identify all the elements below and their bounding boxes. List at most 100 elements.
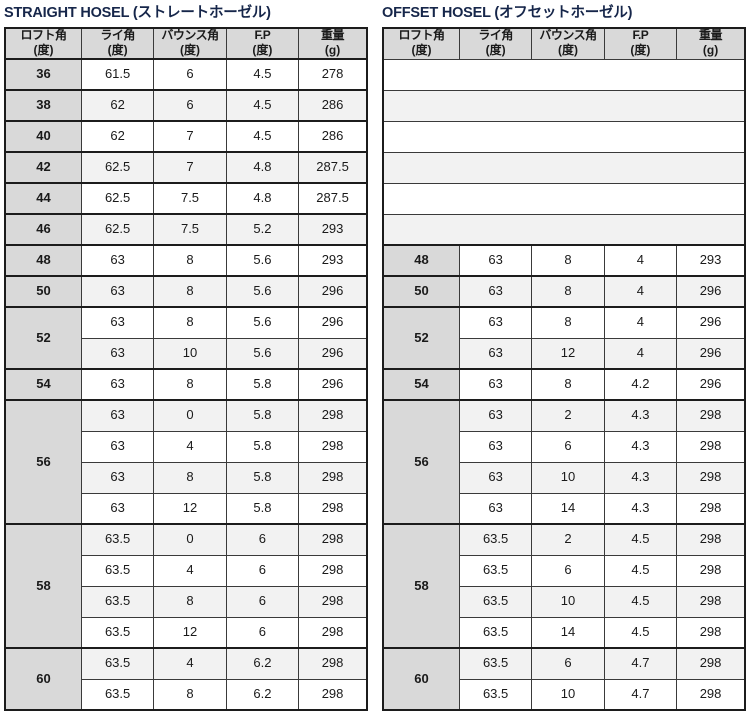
table-row: 58 63.5 2 4.5 298 — [382, 523, 746, 649]
weight-cell: 296 — [298, 306, 368, 339]
bounce-angle-cell: 10 — [531, 461, 605, 494]
bounce-angle-cell: 8 — [153, 244, 227, 277]
fp-cell: 5.8 — [225, 461, 300, 494]
weight-cell: 296 — [298, 337, 368, 370]
panel-title-offset-hosel: OFFSET HOSEL (オフセットホーゼル) — [382, 5, 633, 21]
lie-angle-cell: 63 — [80, 244, 155, 277]
bounce-angle-cell: 8 — [153, 368, 227, 401]
weight-cell: 293 — [676, 244, 746, 277]
lie-angle-cell: 63 — [458, 461, 533, 494]
table-row: 52 63 8 5.6 296 — [4, 306, 368, 370]
table-row: 63 12 5.8 298 — [5, 492, 368, 525]
loft-angle-cell: 48 — [382, 244, 460, 277]
fp-cell: 4.2 — [603, 368, 678, 401]
weight-cell: 298 — [676, 678, 746, 711]
bounce-angle-cell: 10 — [153, 337, 227, 370]
weight-cell: 296 — [676, 306, 746, 339]
loft-angle-cell: 44 — [4, 182, 82, 215]
loft-angle-cell: 50 — [382, 275, 460, 308]
weight-cell: 293 — [298, 213, 368, 246]
bounce-angle-cell: 6 — [531, 647, 605, 680]
lie-angle-cell: 63.5 — [80, 554, 155, 587]
bounce-angle-cell: 10 — [531, 678, 605, 711]
table-row: 63 6 4.3 298 — [383, 430, 746, 463]
panel-title-straight-hosel: STRAIGHT HOSEL (ストレートホーゼル) — [4, 5, 271, 21]
fp-cell: 4.8 — [225, 182, 300, 215]
bounce-angle-cell: 0 — [153, 523, 227, 556]
lie-angle-cell: 63.5 — [80, 585, 155, 618]
table-header: ロフト角 (度) ライ角 (度) バウンス角 (度) F.P (度) — [382, 27, 746, 60]
fp-cell: 4 — [603, 275, 678, 308]
loft-angle-cell: 60 — [382, 647, 460, 711]
lie-angle-cell: 63 — [80, 461, 155, 494]
table-row: 46 62.5 7.5 5.2 293 — [4, 213, 368, 246]
bounce-angle-cell: 7 — [153, 120, 227, 153]
table-body: 48 63 8 4 293 50 63 8 4 296 52 63 8 4 296 63 12 4 296 54 63 8… — [382, 58, 746, 711]
bounce-angle-cell: 8 — [153, 585, 227, 618]
table-row: 36 61.5 6 4.5 278 — [4, 58, 368, 91]
table-row: 48 63 8 4 293 — [382, 244, 746, 277]
weight-cell: 296 — [298, 368, 368, 401]
weight-cell: 296 — [676, 337, 746, 370]
fp-cell: 5.2 — [225, 213, 300, 246]
column-header-loft: ロフト角 (度) — [382, 27, 460, 60]
table-row: 56 63 2 4.3 298 — [382, 399, 746, 525]
lie-angle-cell: 63 — [458, 244, 533, 277]
weight-cell: 286 — [298, 120, 368, 153]
weight-cell: 298 — [676, 585, 746, 618]
weight-cell: 298 — [298, 678, 368, 711]
fp-cell: 4.5 — [225, 89, 300, 122]
loft-angle-cell: 52 — [4, 306, 82, 370]
table-row: 63 12 4 296 — [383, 337, 746, 370]
table-row: 56 63 0 5.8 298 — [4, 399, 368, 525]
bounce-angle-cell: 14 — [531, 616, 605, 649]
lie-angle-cell: 62 — [80, 89, 155, 122]
bounce-angle-cell: 8 — [531, 368, 605, 401]
column-header-fp: F.P (度) — [225, 27, 300, 60]
fp-cell: 4.5 — [225, 58, 300, 91]
weight-cell: 293 — [298, 244, 368, 277]
table-row: 60 63.5 4 6.2 298 — [4, 647, 368, 711]
fp-cell: 6.2 — [225, 678, 300, 711]
lie-angle-cell: 62 — [80, 120, 155, 153]
header-row: ロフト角 (度) ライ角 (度) バウンス角 (度) F.P (度) — [382, 27, 746, 60]
table-row: 40 62 7 4.5 286 — [4, 120, 368, 153]
lie-angle-cell: 61.5 — [80, 58, 155, 91]
fp-cell: 5.6 — [225, 275, 300, 308]
lie-angle-cell: 63.5 — [458, 616, 533, 649]
bounce-angle-cell: 12 — [153, 492, 227, 525]
weight-cell: 298 — [676, 461, 746, 494]
bounce-angle-cell: 8 — [531, 275, 605, 308]
empty-cell — [382, 151, 746, 184]
bounce-angle-cell: 6 — [153, 89, 227, 122]
loft-angle-cell: 46 — [4, 213, 82, 246]
lie-angle-cell: 63 — [458, 306, 533, 339]
lie-angle-cell: 62.5 — [80, 182, 155, 215]
table-row: 42 62.5 7 4.8 287.5 — [4, 151, 368, 184]
fp-cell: 4 — [603, 244, 678, 277]
table-header: ロフト角 (度) ライ角 (度) バウンス角 (度) F.P (度) — [4, 27, 368, 60]
bounce-angle-cell: 4 — [153, 430, 227, 463]
lie-angle-cell: 63.5 — [458, 647, 533, 680]
table-row: 60 63.5 6 4.7 298 — [382, 647, 746, 711]
column-header-lie: ライ角 (度) — [80, 27, 155, 60]
lie-angle-cell: 63.5 — [80, 616, 155, 649]
loft-angle-cell: 54 — [382, 368, 460, 401]
table-row: 63.5 10 4.5 298 — [383, 585, 746, 618]
weight-cell: 287.5 — [298, 151, 368, 184]
loft-angle-cell: 52 — [382, 306, 460, 370]
bounce-angle-cell: 4 — [153, 554, 227, 587]
lie-angle-cell: 63 — [80, 368, 155, 401]
lie-angle-cell: 63.5 — [80, 678, 155, 711]
lie-angle-cell: 63 — [458, 275, 533, 308]
lie-angle-cell: 63.5 — [458, 523, 533, 556]
table-row: 58 63.5 0 6 298 — [4, 523, 368, 649]
weight-cell: 298 — [298, 492, 368, 525]
fp-cell: 4.3 — [603, 430, 678, 463]
lie-angle-cell: 63.5 — [458, 554, 533, 587]
bounce-angle-cell: 0 — [153, 399, 227, 432]
bounce-angle-cell: 8 — [531, 244, 605, 277]
fp-cell: 4 — [603, 306, 678, 339]
loft-angle-cell: 58 — [4, 523, 82, 649]
weight-cell: 298 — [298, 430, 368, 463]
